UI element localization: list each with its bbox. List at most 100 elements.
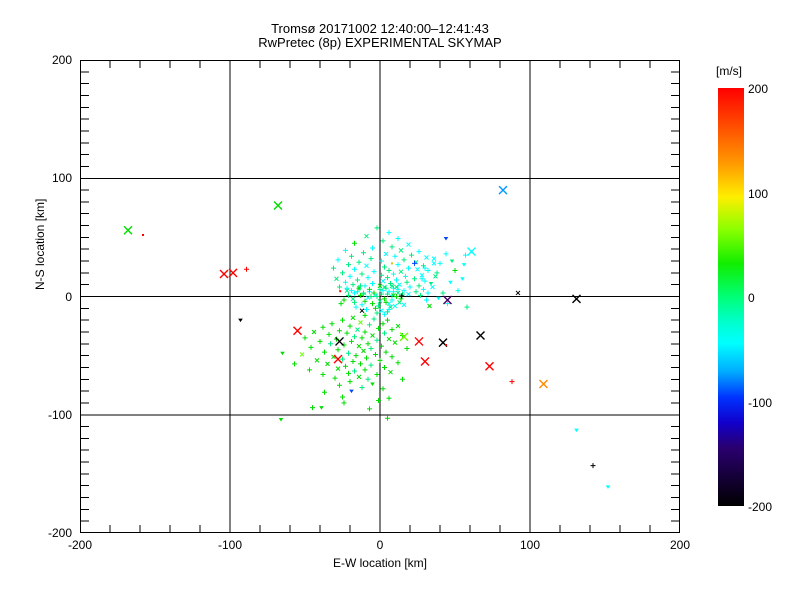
scatter-point <box>358 361 363 367</box>
scatter-point <box>437 260 443 266</box>
scatter-point <box>339 290 342 293</box>
scatter-point <box>322 349 327 355</box>
scatter-point <box>343 247 348 253</box>
scatter-point <box>123 225 133 235</box>
scatter-point <box>353 353 359 359</box>
scatter-point <box>385 415 390 421</box>
scatter-point <box>409 252 414 258</box>
scatter-point <box>485 361 494 371</box>
scatter-point <box>455 288 461 294</box>
scatter-point <box>310 405 315 411</box>
scatter-point <box>341 297 347 303</box>
scatter-point <box>377 298 383 304</box>
scatter-point <box>328 341 333 347</box>
scatter-point <box>364 307 369 313</box>
scatter-point <box>367 406 372 412</box>
scatter-point <box>389 283 395 289</box>
scatter-point <box>329 321 335 327</box>
scatter-point <box>467 247 476 257</box>
scatter-point <box>219 269 229 279</box>
scatter-point <box>362 298 368 304</box>
scatter-point <box>344 330 350 336</box>
scatter-point <box>388 280 393 286</box>
scatter-point <box>273 200 283 210</box>
scatter-point <box>326 331 332 337</box>
scatter-point <box>341 400 347 406</box>
colorbar-gradient <box>718 88 744 506</box>
scatter-point <box>320 324 326 330</box>
scatter-point <box>238 318 243 323</box>
scatter-point <box>338 301 344 307</box>
scatter-point <box>373 305 378 311</box>
scatter-point <box>337 382 342 388</box>
scatter-point <box>376 398 381 404</box>
scatter-point <box>539 379 548 389</box>
scatter-point <box>314 358 320 363</box>
scatter-point <box>382 296 387 302</box>
scatter-point <box>461 263 467 267</box>
scatter-point <box>325 361 330 367</box>
scatter-point <box>359 385 365 391</box>
scatter-point <box>398 248 404 253</box>
scatter-point <box>385 291 390 297</box>
scatter-point <box>386 395 392 401</box>
scatter-point <box>376 303 381 309</box>
scatter-point <box>340 270 345 276</box>
scatter-point <box>392 303 398 309</box>
scatter-point <box>395 360 401 366</box>
scatter-point <box>361 290 366 296</box>
scatter-point <box>452 267 458 273</box>
scatter-point <box>358 283 363 289</box>
scatter-point <box>347 273 353 279</box>
scatter-point <box>380 386 386 392</box>
scatter-point <box>391 292 396 298</box>
plot-frame <box>80 60 680 533</box>
colorbar-tick-label: -200 <box>748 500 773 514</box>
scatter-point <box>421 286 426 292</box>
scatter-point <box>401 302 407 308</box>
scatter-point <box>343 363 348 369</box>
x-tick-label: -100 <box>217 538 243 552</box>
scatter-point <box>374 337 380 343</box>
scatter-point <box>347 379 353 385</box>
colorbar-tick-label: 0 <box>748 291 755 305</box>
scatter-point <box>431 256 437 262</box>
scatter-point <box>380 288 386 294</box>
scatter-point <box>350 282 356 288</box>
scatter-point <box>361 250 366 256</box>
scatter-point <box>385 317 390 323</box>
scatter-point <box>365 341 371 347</box>
scatter-point <box>443 295 452 305</box>
scatter-point <box>356 259 362 265</box>
scatter-point <box>367 286 372 292</box>
scatter-point <box>307 367 312 373</box>
scatter-point <box>460 277 465 281</box>
scatter-point <box>362 329 368 335</box>
scatter-point <box>244 266 249 272</box>
colorbar-tick-label: 200 <box>748 82 769 96</box>
scatter-point <box>364 233 369 239</box>
scatter-point <box>383 299 389 305</box>
scatter-point <box>292 361 297 367</box>
scatter-point <box>352 368 357 374</box>
scatter-point <box>377 286 383 292</box>
scatter-point <box>340 356 345 362</box>
scatter-point <box>377 357 383 363</box>
scatter-point <box>382 364 387 370</box>
scatter-point <box>228 268 238 278</box>
scatter-point <box>368 362 374 368</box>
scatter-point <box>434 270 440 276</box>
scatter-point <box>371 316 377 322</box>
scatter-point <box>335 257 341 263</box>
scatter-point <box>322 389 327 395</box>
scatter-point <box>368 294 374 299</box>
scatter-point <box>334 276 339 282</box>
scatter-point <box>386 230 392 236</box>
scatter-point <box>317 338 323 344</box>
x-axis-title: E-W location [km] <box>332 556 428 570</box>
scatter-point <box>374 225 380 231</box>
scatter-point <box>346 262 351 268</box>
scatter-point <box>337 328 342 334</box>
scatter-point <box>371 290 377 296</box>
scatter-point <box>364 263 369 269</box>
